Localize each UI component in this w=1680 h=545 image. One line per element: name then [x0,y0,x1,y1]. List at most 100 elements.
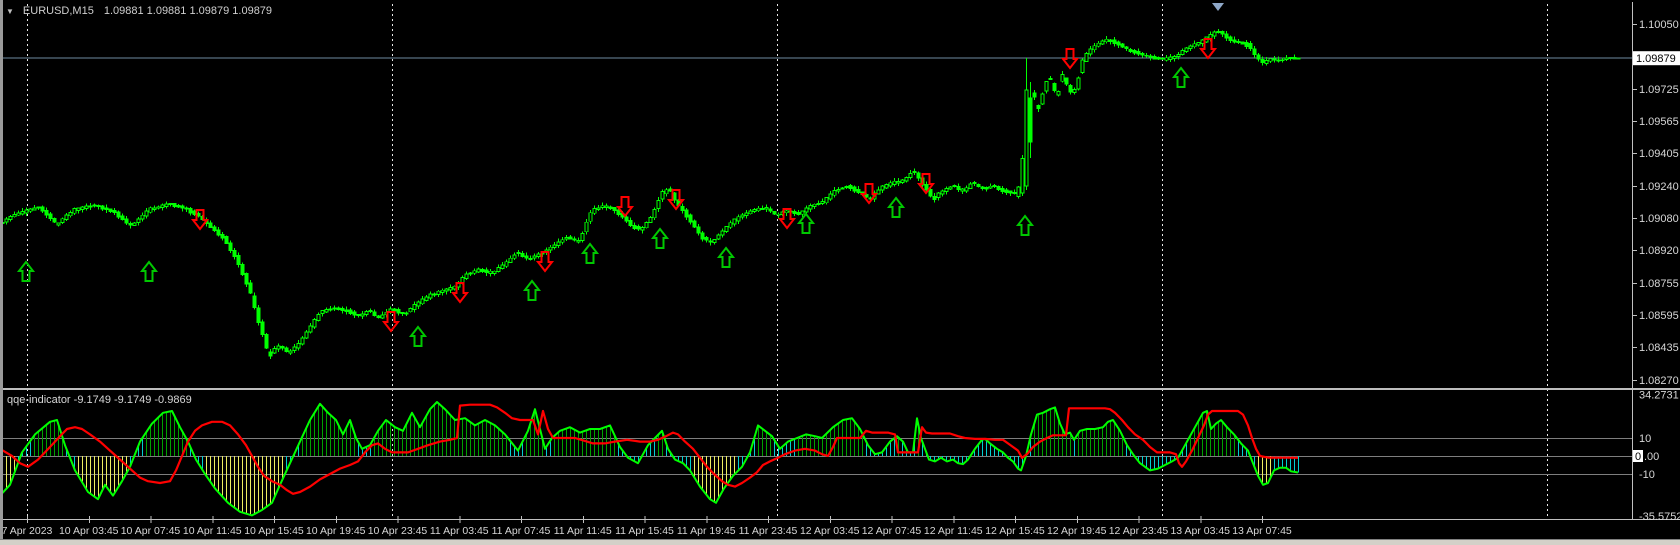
candle-body [508,257,513,263]
time-axis-label: 11 Apr 23:45 [739,525,798,537]
pane-splitter[interactable] [0,388,1680,390]
candle-body [632,224,637,230]
candle-body [240,263,245,275]
candle-body [748,210,753,215]
candle-body [1012,192,1017,194]
candle-body [1264,60,1269,64]
candle-body [308,325,313,333]
candle-body [644,221,649,229]
candle-body [1284,57,1289,61]
candle-body [600,205,605,208]
price-axis-label: 1.09725 [1639,84,1679,96]
candle-body [140,214,145,220]
candle-body [764,206,769,210]
candle-body [680,205,685,212]
candle-body [912,170,917,173]
candle-body [148,207,153,213]
candle-body [368,310,373,313]
candle-body [980,186,985,190]
candle-body [708,240,713,243]
candle-body [268,351,273,357]
candle-body [848,185,853,189]
candle-body [1232,39,1237,43]
candle-body [712,239,717,243]
candle-body [264,334,269,349]
candle-body [336,307,341,311]
buy-signal-arrow-icon [796,212,816,234]
buy-signal-arrow-icon [522,279,542,301]
candle-body [212,226,217,232]
buy-signal-arrow-icon [650,227,670,249]
candle-body [1068,84,1073,93]
chart-title-ohlc: 1.09881 1.09881 1.09879 1.09879 [103,5,273,17]
candle-body [1164,57,1169,61]
candle-body [1148,55,1153,58]
candle-body [472,270,477,274]
candle-body [256,307,261,323]
candle-body [1088,48,1093,55]
time-axis-label: 13 Apr 03:45 [1170,525,1230,537]
candle-body [356,314,361,317]
candle-body [416,301,421,307]
candle-body [224,236,229,244]
candle-body [1268,58,1273,62]
candle-body [444,288,449,292]
candle-body [1240,41,1245,45]
candle-body [1156,56,1161,60]
candle-body [232,249,237,257]
candle-body [1172,55,1177,59]
candle-body [180,205,185,209]
buy-signal-arrow-icon [886,196,906,218]
qqe-fast-line [3,401,1299,517]
candle-body [1016,186,1021,197]
candle-body [916,172,921,179]
candle-body [1108,39,1113,43]
time-axis-label: 10 Apr 19:45 [306,525,366,537]
indicator-axis-label: -35.5752 [1639,511,1680,523]
candle-body [1224,33,1229,39]
candle-body [612,206,617,212]
sell-signal-arrow-icon [1060,48,1080,70]
candle-body [1028,97,1033,143]
candle-body [68,212,73,217]
candle-body [428,293,433,299]
candle-body [820,201,825,205]
time-axis-label: 12 Apr 11:45 [924,525,983,537]
candle-body [576,240,581,243]
candle-body [60,218,65,224]
candle-body [892,180,897,185]
chart-shift-marker-icon[interactable] [1212,3,1224,11]
candle-body [976,183,981,187]
candle-body [1192,43,1197,48]
candle-body [504,261,509,267]
candle-body [1100,40,1105,45]
candle-body [144,210,149,217]
time-axis-label: 12 Apr 07:45 [862,525,922,537]
time-axis[interactable]: 7 Apr 2023 10 Apr 03:45 10 Apr 07:45 10 Apr… [2,516,1292,537]
candle-body [852,186,857,192]
time-axis-label: 11 Apr 19:45 [677,525,736,537]
candle-body [1220,30,1225,35]
candle-body [12,214,17,218]
candle-body [596,207,601,210]
candle-body [688,214,693,223]
candle-body [380,314,385,319]
candle-body [420,298,425,305]
candle-body [316,314,321,322]
candle-body [184,207,189,210]
candle-body [20,210,25,215]
candle-body [640,227,645,231]
candle-body [228,242,233,251]
candle-body [968,183,973,189]
candle-body [1276,59,1281,62]
candle-body [1112,39,1117,45]
time-axis-label: 10 Apr 15:45 [244,525,304,537]
candle-body [396,309,401,314]
chart-collapse-icon[interactable]: ▼ [6,6,14,16]
candle-body [1236,41,1241,44]
candle-body [960,188,965,192]
candle-body [448,287,453,291]
